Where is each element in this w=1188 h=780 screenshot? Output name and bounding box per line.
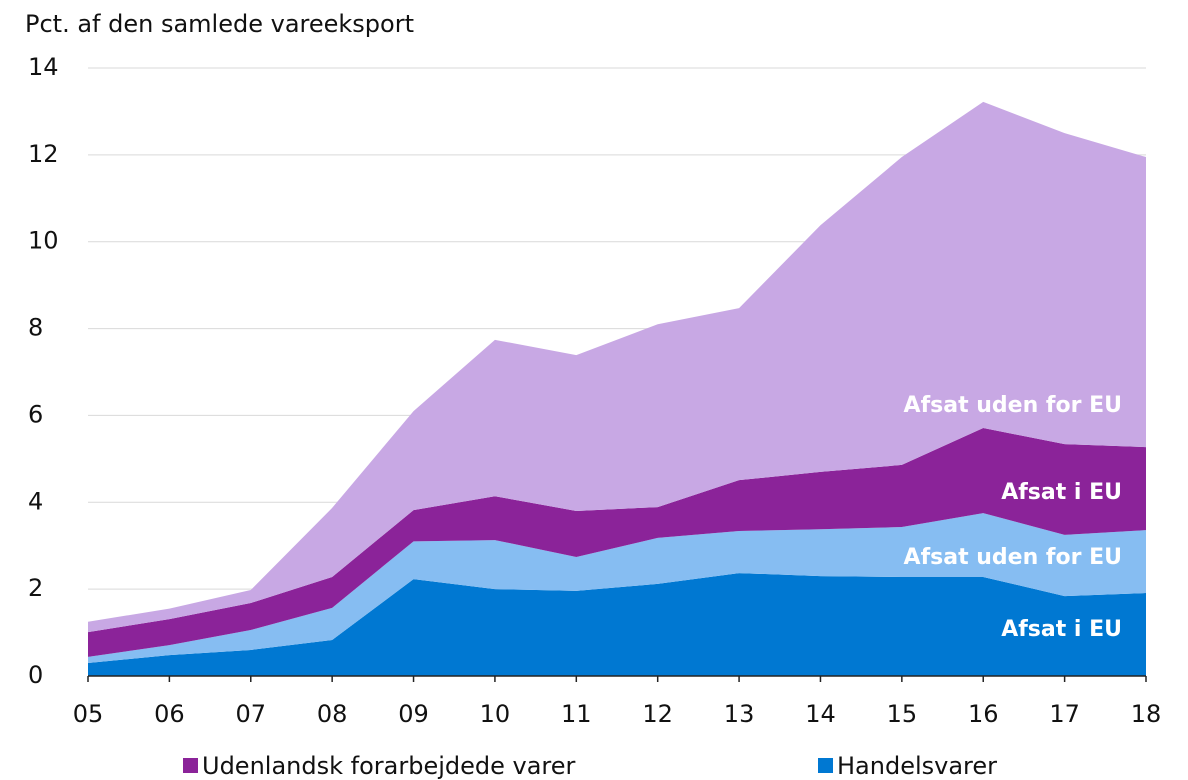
area [88, 513, 1146, 663]
x-tick-label: 16 [968, 700, 999, 728]
x-tick-label: 08 [317, 700, 348, 728]
x-tick-label: 13 [724, 700, 755, 728]
chart-title: Pct. af den samlede vareeksport [25, 10, 414, 38]
series-label: Afsat i EU [1001, 617, 1122, 642]
x-tick-label: 15 [887, 700, 918, 728]
x-tick-label: 05 [73, 700, 104, 728]
series-label: Afsat uden for EU [904, 545, 1122, 570]
x-tick-label: 18 [1131, 700, 1162, 728]
x-tick-label: 06 [154, 700, 185, 728]
area [88, 428, 1146, 657]
series-label: Afsat uden for EU [904, 393, 1122, 418]
y-tick-label: 0 [28, 661, 43, 689]
x-tick-label: 12 [642, 700, 673, 728]
area [88, 573, 1146, 676]
series-label: Afsat i EU [1001, 480, 1122, 505]
legend-swatch [183, 758, 198, 773]
y-tick-label: 8 [28, 314, 43, 342]
y-tick-label: 12 [28, 140, 59, 168]
y-tick-label: 2 [28, 574, 43, 602]
y-tick-label: 14 [28, 53, 59, 81]
x-tick-label: 10 [480, 700, 511, 728]
area [88, 101, 1146, 633]
y-tick-label: 4 [28, 487, 43, 515]
legend-label: Handelsvarer [837, 752, 997, 780]
x-tick-label: 14 [805, 700, 836, 728]
y-tick-label: 10 [28, 227, 59, 255]
x-tick-label: 11 [561, 700, 592, 728]
legend-label: Udenlandsk forarbejdede varer [202, 752, 576, 780]
x-tick-label: 09 [398, 700, 429, 728]
x-tick-label: 07 [235, 700, 266, 728]
x-tick-label: 17 [1049, 700, 1080, 728]
legend-swatch [818, 758, 833, 773]
y-tick-label: 6 [28, 400, 43, 428]
